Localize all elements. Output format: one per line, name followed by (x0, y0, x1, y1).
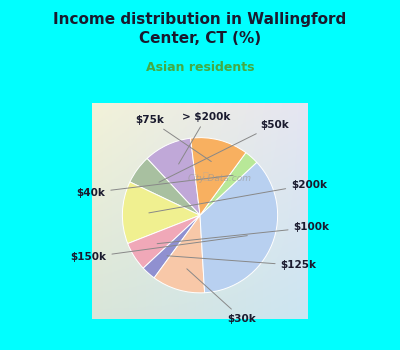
Text: City-Data.com: City-Data.com (188, 174, 252, 183)
Text: $75k: $75k (136, 115, 211, 162)
Wedge shape (200, 162, 278, 293)
Text: $125k: $125k (167, 256, 317, 271)
Text: $100k: $100k (157, 222, 330, 244)
Wedge shape (200, 153, 257, 215)
Text: 🔍: 🔍 (202, 170, 208, 181)
Text: > $200k: > $200k (179, 112, 231, 164)
Text: $200k: $200k (149, 180, 327, 213)
Text: $150k: $150k (70, 236, 247, 262)
Wedge shape (130, 159, 200, 215)
Text: Income distribution in Wallingford
Center, CT (%): Income distribution in Wallingford Cente… (53, 12, 347, 46)
Wedge shape (122, 182, 200, 244)
Wedge shape (190, 138, 246, 215)
Text: Asian residents: Asian residents (146, 61, 254, 74)
Wedge shape (154, 215, 205, 293)
Text: $30k: $30k (187, 269, 256, 324)
Text: $50k: $50k (159, 120, 289, 182)
Wedge shape (128, 215, 200, 268)
Text: $40k: $40k (76, 175, 233, 198)
Wedge shape (147, 138, 200, 215)
Wedge shape (143, 215, 200, 278)
